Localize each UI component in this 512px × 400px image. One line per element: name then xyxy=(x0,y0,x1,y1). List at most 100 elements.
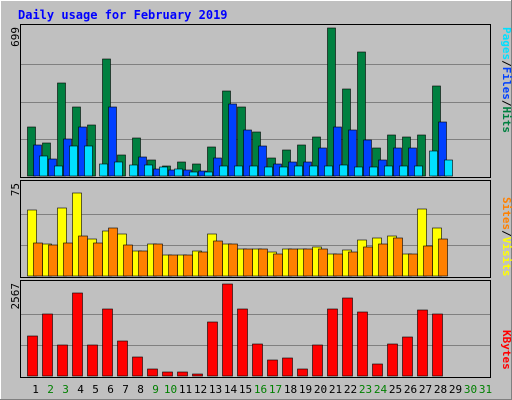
panel-3-bars xyxy=(21,283,490,377)
x-label-day-8: 8 xyxy=(137,383,144,396)
bar-sites-day-8 xyxy=(138,250,148,277)
bar-pages-day-25 xyxy=(399,165,408,177)
bar-kbytes-day-14 xyxy=(222,283,233,377)
bar-pages-day-10 xyxy=(174,168,183,177)
bar-kbytes-day-28 xyxy=(432,313,443,377)
bar-sites-day-23 xyxy=(363,246,373,277)
bar-kbytes-day-9 xyxy=(147,368,158,377)
bar-kbytes-day-4 xyxy=(72,292,83,377)
panel-kbytes: 2567 KBytes xyxy=(9,280,512,378)
bar-files-day-6 xyxy=(108,106,117,177)
bar-pages-day-11 xyxy=(189,171,198,177)
bar-pages-day-9 xyxy=(159,166,168,177)
bar-pages-day-23 xyxy=(369,166,378,177)
bar-pages-day-27 xyxy=(429,150,438,177)
x-label-day-27: 27 xyxy=(419,383,432,396)
bar-kbytes-day-13 xyxy=(207,321,218,377)
x-label-day-30: 30 xyxy=(464,383,477,396)
bar-sites-day-26 xyxy=(408,253,418,277)
bar-visits-day-4 xyxy=(72,192,82,277)
bar-files-day-14 xyxy=(228,103,237,177)
x-label-day-6: 6 xyxy=(107,383,114,396)
legend-slash-1: / xyxy=(500,60,512,67)
bar-sites-day-18 xyxy=(288,248,298,277)
bar-pages-day-22 xyxy=(354,166,363,177)
bar-kbytes-day-22 xyxy=(342,297,353,377)
bar-visits-day-3 xyxy=(57,207,67,277)
bar-files-day-28 xyxy=(438,121,447,177)
bar-pages-day-15 xyxy=(249,165,258,177)
bar-files-day-20 xyxy=(318,147,327,177)
legend-pages: Pages xyxy=(500,27,512,60)
x-axis-labels: 1 2 3 4 5 6 7 8 9 10 11 12 13 14 15 16 17 18 19 20 21 22 23 24 2… xyxy=(32,383,492,396)
bar-kbytes-day-25 xyxy=(387,343,398,377)
bar-kbytes-day-19 xyxy=(297,368,308,377)
bar-pages-day-8 xyxy=(144,164,153,177)
bar-sites-day-15 xyxy=(243,248,253,277)
x-label-day-21: 21 xyxy=(329,383,342,396)
panel-2-ymax: 75 xyxy=(9,183,22,196)
x-label-day-10: 10 xyxy=(164,383,177,396)
bar-files-day-16 xyxy=(258,145,267,177)
bar-visits-day-27 xyxy=(417,208,427,277)
bar-kbytes-day-16 xyxy=(252,343,263,377)
bar-sites-day-21 xyxy=(333,253,343,277)
bar-sites-day-16 xyxy=(258,248,268,277)
legend-sites: Sites xyxy=(500,197,512,230)
bar-kbytes-day-11 xyxy=(177,371,188,377)
bar-kbytes-day-18 xyxy=(282,357,293,377)
bar-sites-day-3 xyxy=(63,242,73,277)
svg-text:Sites/Visits: Sites/Visits xyxy=(500,197,512,277)
x-label-day-22: 22 xyxy=(344,383,357,396)
bar-sites-day-28 xyxy=(438,238,448,277)
x-label-day-31: 31 xyxy=(479,383,492,396)
bar-pages-day-24 xyxy=(384,165,393,177)
bar-files-day-22 xyxy=(348,129,357,177)
bar-pages-day-19 xyxy=(309,165,318,177)
bar-sites-day-10 xyxy=(168,254,178,277)
x-label-day-2: 2 xyxy=(47,383,54,396)
x-label-day-1: 1 xyxy=(32,383,39,396)
x-label-day-3: 3 xyxy=(62,383,69,396)
x-label-day-28: 28 xyxy=(434,383,447,396)
x-label-day-9: 9 xyxy=(152,383,159,396)
panel-1-bars xyxy=(21,27,490,177)
x-label-day-29: 29 xyxy=(449,383,462,396)
panel-1-ymax: 699 xyxy=(9,27,22,47)
bar-pages-day-13 xyxy=(219,165,228,177)
panel-3-ymax: 2567 xyxy=(9,283,22,310)
panel-1-legend: Pages/Files/Hits xyxy=(500,27,512,133)
bar-pages-day-16 xyxy=(264,166,273,177)
bar-pages-day-4 xyxy=(84,145,93,177)
legend-visits: Visits xyxy=(500,237,512,277)
bar-kbytes-day-23 xyxy=(357,311,368,377)
bar-files-day-26 xyxy=(408,147,417,177)
x-label-day-11: 11 xyxy=(179,383,192,396)
legend-slash-3: / xyxy=(500,230,512,237)
bar-sites-day-4 xyxy=(78,235,88,277)
x-label-day-5: 5 xyxy=(92,383,99,396)
bar-kbytes-day-8 xyxy=(132,356,143,377)
bar-kbytes-day-24 xyxy=(372,363,383,377)
bar-kbytes-day-5 xyxy=(87,344,98,377)
bar-pages-day-14 xyxy=(234,165,243,177)
x-label-day-18: 18 xyxy=(284,383,297,396)
bar-pages-day-20 xyxy=(324,165,333,177)
bar-sites-day-14 xyxy=(228,243,238,277)
bar-sites-day-27 xyxy=(423,245,433,277)
bar-pages-day-28 xyxy=(444,159,453,177)
legend-slash-2: / xyxy=(500,100,512,107)
bar-sites-day-19 xyxy=(303,248,313,277)
x-label-day-26: 26 xyxy=(404,383,417,396)
bar-files-day-25 xyxy=(393,147,402,177)
x-label-day-15: 15 xyxy=(239,383,252,396)
bar-sites-day-5 xyxy=(93,242,103,277)
bar-pages-day-26 xyxy=(414,165,423,177)
x-label-day-16: 16 xyxy=(254,383,267,396)
svg-text:KBytes: KBytes xyxy=(500,330,512,370)
legend-kbytes: KBytes xyxy=(500,330,512,370)
bar-kbytes-day-3 xyxy=(57,344,68,377)
legend-hits: Hits xyxy=(500,107,512,134)
bar-kbytes-day-20 xyxy=(312,344,323,377)
